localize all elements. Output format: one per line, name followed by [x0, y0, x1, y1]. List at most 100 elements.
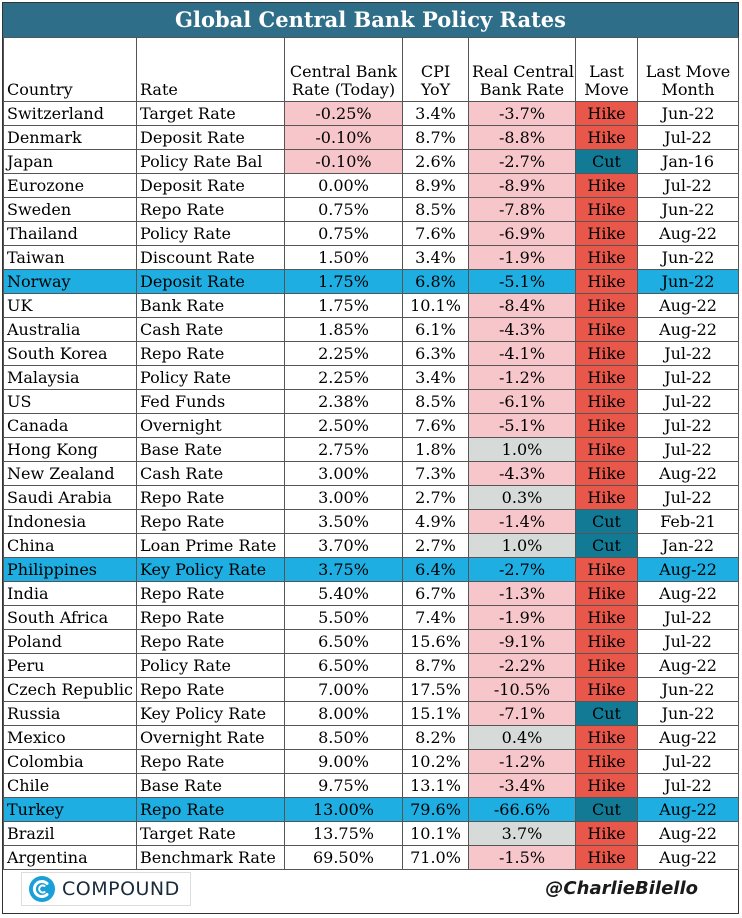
cell-rate: Base Rate	[136, 437, 285, 462]
cell-cpi: 7.6%	[402, 221, 469, 246]
cell-last-move: Hike	[575, 677, 638, 702]
table-row: Sweden Repo Rate 0.75% 8.5% -7.8% Hike Jun-22	[3, 197, 739, 222]
cell-country: Russia	[3, 701, 137, 726]
table-row: New Zealand Cash Rate 3.00% 7.3% -4.3% Hike Au…	[3, 461, 739, 486]
cell-last-move-month: Jul-22	[637, 773, 739, 798]
cell-country: Philippines	[3, 557, 137, 582]
cell-last-move-month: Jun-22	[637, 677, 739, 702]
table-row: Poland Repo Rate 6.50% 15.6% -9.1% Hike Jul-22	[3, 629, 739, 654]
cell-rate: Repo Rate	[136, 629, 285, 654]
cell-cb-rate: 13.75%	[284, 821, 403, 846]
cell-real-rate: -1.3%	[468, 581, 576, 606]
cell-last-move: Hike	[575, 653, 638, 678]
cell-country: Saudi Arabia	[3, 485, 137, 510]
table-row: Australia Cash Rate 1.85% 6.1% -4.3% Hike Aug-…	[3, 317, 739, 342]
rates-table: Country Rate Central Bank Rate (Today) CP…	[3, 37, 739, 870]
cell-cb-rate: 3.00%	[284, 461, 403, 486]
table-row: Turkey Repo Rate 13.00% 79.6% -66.6% Cut Aug-2…	[3, 797, 739, 822]
cell-rate: Loan Prime Rate	[136, 533, 285, 558]
cell-country: UK	[3, 293, 137, 318]
table-row: Chile Base Rate 9.75% 13.1% -3.4% Hike Jul-22	[3, 773, 739, 798]
cell-last-move: Cut	[575, 149, 638, 174]
cell-rate: Repo Rate	[136, 749, 285, 774]
table-row: Indonesia Repo Rate 3.50% 4.9% -1.4% Cut Feb-2…	[3, 509, 739, 534]
table-row: Thailand Policy Rate 0.75% 7.6% -6.9% Hike Aug…	[3, 221, 739, 246]
cell-rate: Base Rate	[136, 773, 285, 798]
cell-cpi: 10.1%	[402, 293, 469, 318]
cell-last-move-month: Jul-22	[637, 365, 739, 390]
cell-country: Thailand	[3, 221, 137, 246]
table-row: Canada Overnight 2.50% 7.6% -5.1% Hike Jul-22	[3, 413, 739, 438]
cell-country: Australia	[3, 317, 137, 342]
table-row: Norway Deposit Rate 1.75% 6.8% -5.1% Hike Jun-…	[3, 269, 739, 294]
header-country: Country	[3, 37, 137, 102]
cell-last-move-month: Jul-22	[637, 341, 739, 366]
cell-real-rate: 1.0%	[468, 533, 576, 558]
cell-last-move: Hike	[575, 389, 638, 414]
cell-last-move-month: Aug-22	[637, 797, 739, 822]
cell-last-move: Hike	[575, 173, 638, 198]
cell-real-rate: -5.1%	[468, 269, 576, 294]
cell-real-rate: -4.1%	[468, 341, 576, 366]
cell-last-move: Hike	[575, 461, 638, 486]
cell-cpi: 17.5%	[402, 677, 469, 702]
cell-cpi: 2.7%	[402, 533, 469, 558]
cell-last-move: Hike	[575, 581, 638, 606]
cell-cpi: 8.2%	[402, 725, 469, 750]
cell-cpi: 3.4%	[402, 245, 469, 270]
cell-last-move: Hike	[575, 749, 638, 774]
cell-country: Brazil	[3, 821, 137, 846]
cell-real-rate: -1.2%	[468, 749, 576, 774]
cell-rate: Discount Rate	[136, 245, 285, 270]
cell-rate: Bank Rate	[136, 293, 285, 318]
cell-last-move-month: Jul-22	[637, 605, 739, 630]
cell-cpi: 6.7%	[402, 581, 469, 606]
cell-cb-rate: 6.50%	[284, 629, 403, 654]
cell-last-move: Hike	[575, 845, 638, 870]
cell-cb-rate: 5.40%	[284, 581, 403, 606]
cell-country: Argentina	[3, 845, 137, 870]
cell-last-move-month: Jul-22	[637, 125, 739, 150]
cell-country: India	[3, 581, 137, 606]
cell-last-move: Hike	[575, 821, 638, 846]
table-row: Colombia Repo Rate 9.00% 10.2% -1.2% Hike Jul-…	[3, 749, 739, 774]
cell-last-move: Hike	[575, 605, 638, 630]
cell-real-rate: -66.6%	[468, 797, 576, 822]
cell-last-move: Hike	[575, 197, 638, 222]
cell-cpi: 8.5%	[402, 389, 469, 414]
cell-cb-rate: 1.85%	[284, 317, 403, 342]
header-rate: Rate	[136, 37, 285, 102]
cell-real-rate: -1.4%	[468, 509, 576, 534]
cell-rate: Policy Rate	[136, 653, 285, 678]
cell-cb-rate: 5.50%	[284, 605, 403, 630]
cell-cpi: 15.1%	[402, 701, 469, 726]
cell-cpi: 8.5%	[402, 197, 469, 222]
cell-country: Japan	[3, 149, 137, 174]
cell-real-rate: -8.4%	[468, 293, 576, 318]
cell-last-move: Hike	[575, 269, 638, 294]
cell-rate: Key Policy Rate	[136, 701, 285, 726]
cell-last-move-month: Feb-21	[637, 509, 739, 534]
cell-country: New Zealand	[3, 461, 137, 486]
cell-cb-rate: 9.00%	[284, 749, 403, 774]
cell-country: Indonesia	[3, 509, 137, 534]
cell-cb-rate: 2.38%	[284, 389, 403, 414]
cell-cpi: 7.6%	[402, 413, 469, 438]
cell-real-rate: -8.9%	[468, 173, 576, 198]
cell-last-move: Hike	[575, 125, 638, 150]
cell-real-rate: -7.8%	[468, 197, 576, 222]
cell-real-rate: 0.4%	[468, 725, 576, 750]
cell-last-move: Hike	[575, 725, 638, 750]
table-row: Argentina Benchmark Rate 69.50% 71.0% -1.5% H…	[3, 845, 739, 870]
cell-real-rate: -4.3%	[468, 461, 576, 486]
cell-real-rate: -2.7%	[468, 557, 576, 582]
cell-last-move-month: Jan-22	[637, 533, 739, 558]
cell-country: Hong Kong	[3, 437, 137, 462]
cell-last-move-month: Aug-22	[637, 581, 739, 606]
cell-last-move-month: Aug-22	[637, 317, 739, 342]
cell-rate: Overnight Rate	[136, 725, 285, 750]
cell-last-move: Hike	[575, 221, 638, 246]
cell-cpi: 7.4%	[402, 605, 469, 630]
cell-real-rate: -6.9%	[468, 221, 576, 246]
